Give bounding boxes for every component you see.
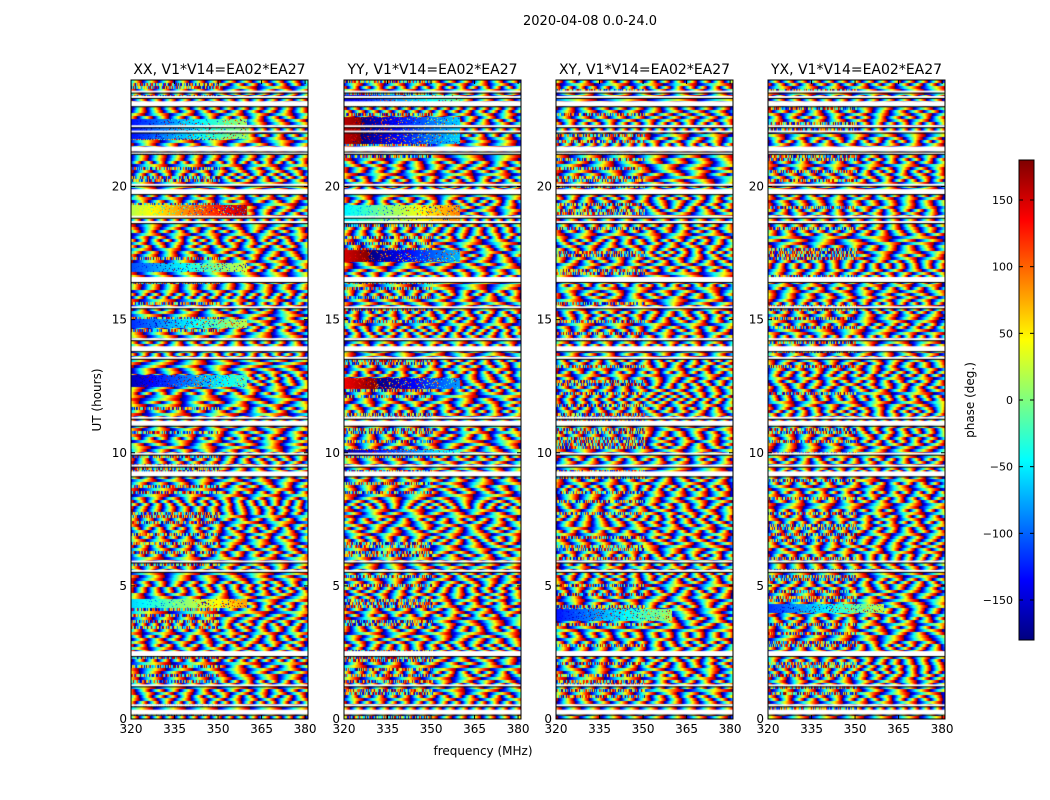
x-tick-label: 350: [844, 722, 867, 736]
x-tick-label: 380: [507, 722, 530, 736]
y-tick-label: 0: [544, 712, 552, 726]
y-tick-label: 15: [112, 313, 127, 327]
x-tick-label: 380: [931, 722, 954, 736]
panel-title: XX, V1*V14=EA02*EA27: [133, 62, 305, 78]
y-tick-label: 0: [332, 712, 340, 726]
y-tick-label: 10: [112, 446, 127, 460]
x-tick-label: 320: [120, 722, 143, 736]
y-tick-label: 15: [325, 313, 340, 327]
colorbar-tick-label: 0: [1006, 394, 1013, 407]
heatmap-image: [131, 80, 308, 719]
panel-yx: YX, V1*V14=EA02*EA27 320 335 350 365 380 0 5 10 1…: [749, 62, 954, 736]
y-tick-label: 20: [325, 180, 340, 194]
x-tick-label: 320: [333, 722, 356, 736]
colorbar-tick-label: 100: [992, 261, 1013, 274]
x-tick-label: 350: [420, 722, 443, 736]
colorbar: 150 100 50 0 −50 −100 −150 phase (deg.): [963, 159, 1035, 641]
y-tick-label: 0: [756, 712, 764, 726]
y-tick-label: 10: [749, 446, 764, 460]
x-tick-label: 365: [250, 722, 273, 736]
colorbar-tick-label: −50: [990, 461, 1013, 474]
panel-xy: XY, V1*V14=EA02*EA27 320 335 350 365 380 0 5 10 1…: [537, 62, 742, 736]
y-tick-label: 20: [749, 180, 764, 194]
heatmap-image: [768, 80, 945, 719]
panel-yy: YY, V1*V14=EA02*EA27 320 335 350 365 380 0 5 10 1…: [325, 62, 530, 736]
x-tick-label: 350: [632, 722, 655, 736]
x-tick-label: 365: [675, 722, 698, 736]
colorbar-tick-label: −150: [983, 594, 1013, 607]
x-tick-label: 335: [800, 722, 823, 736]
y-tick-label: 0: [119, 712, 127, 726]
y-tick-label: 10: [537, 446, 552, 460]
y-tick-label: 20: [112, 180, 127, 194]
x-tick-label: 380: [294, 722, 317, 736]
panel-frame: [130, 79, 309, 720]
panel-frame: [767, 79, 946, 720]
x-tick-label: 335: [163, 722, 186, 736]
x-tick-label: 380: [719, 722, 742, 736]
heatmap-image: [344, 80, 521, 719]
panel-title: YX, V1*V14=EA02*EA27: [770, 62, 942, 78]
x-tick-label: 335: [588, 722, 611, 736]
panel-title: XY, V1*V14=EA02*EA27: [559, 62, 730, 78]
y-tick-label: 20: [537, 180, 552, 194]
y-tick-label: 5: [332, 579, 340, 593]
x-axis-label: frequency (MHz): [433, 744, 532, 758]
x-tick-label: 350: [207, 722, 230, 736]
panel-frame: [343, 79, 522, 720]
y-axis-label: UT (hours): [90, 368, 104, 431]
colorbar-tick-label: 150: [992, 194, 1013, 207]
colorbar-tick-label: −100: [983, 527, 1013, 540]
x-tick-label: 320: [545, 722, 568, 736]
figure-suptitle: 2020-04-08 0.0-24.0: [523, 14, 657, 29]
y-tick-label: 5: [756, 579, 764, 593]
x-tick-label: 320: [757, 722, 780, 736]
panel-xx: XX, V1*V14=EA02*EA27 320 335 350 365 380 0 5 10 1…: [112, 62, 317, 736]
y-tick-label: 10: [325, 446, 340, 460]
y-tick-label: 15: [749, 313, 764, 327]
panel-title: YY, V1*V14=EA02*EA27: [346, 62, 517, 78]
colorbar-label: phase (deg.): [963, 362, 977, 438]
y-tick-label: 15: [537, 313, 552, 327]
panels-group: XX, V1*V14=EA02*EA27 320 335 350 365 380 0 5 10 1…: [112, 62, 954, 736]
x-tick-label: 335: [376, 722, 399, 736]
x-tick-label: 365: [463, 722, 486, 736]
panel-frame: [555, 79, 734, 720]
y-tick-label: 5: [544, 579, 552, 593]
heatmap-image: [556, 80, 733, 719]
y-tick-label: 5: [119, 579, 127, 593]
x-tick-label: 365: [887, 722, 910, 736]
colorbar-tick-label: 50: [999, 327, 1013, 340]
